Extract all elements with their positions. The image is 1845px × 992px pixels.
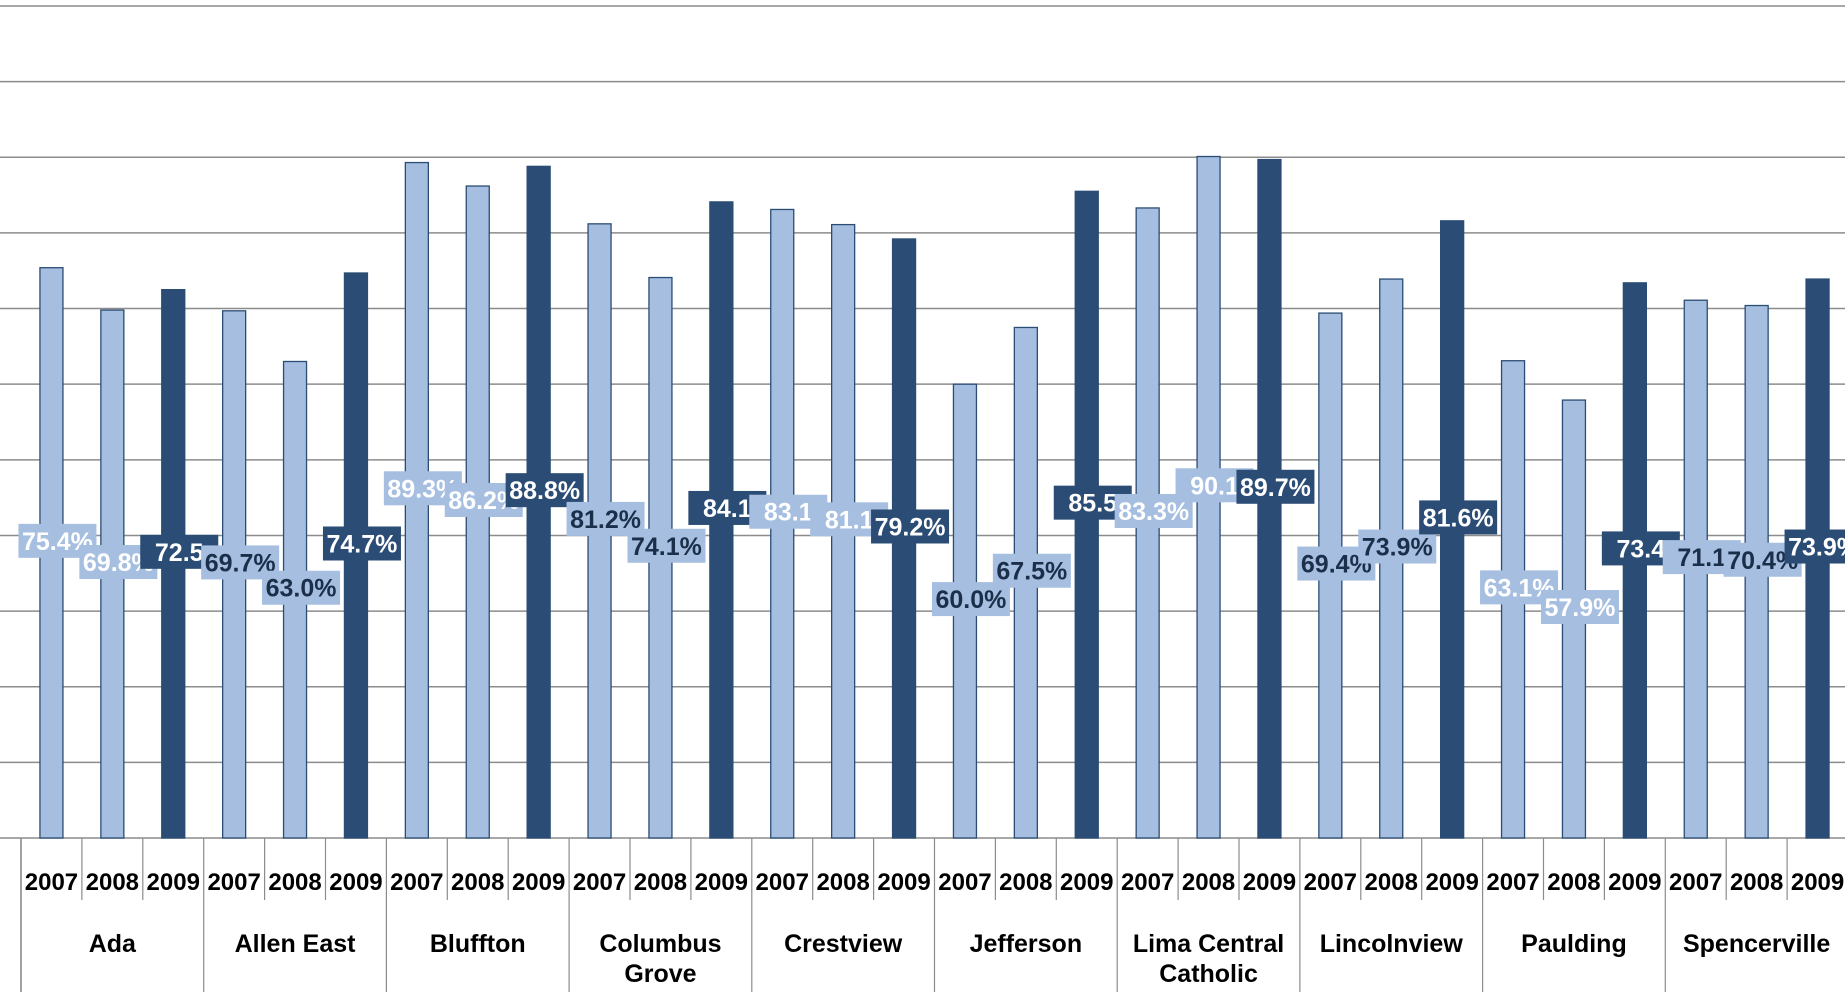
- tick-label-year: 2009: [1791, 869, 1844, 896]
- tick-label-year: 2008: [268, 869, 321, 896]
- data-label-text: 89.7%: [1240, 474, 1311, 502]
- data-label-text: 73.4: [1617, 535, 1666, 563]
- data-label: 88.8%: [505, 473, 584, 508]
- data-label-text: 84.1: [703, 495, 752, 523]
- bars: [39, 155, 1830, 839]
- data-label: 74.1%: [627, 528, 706, 563]
- tick-label-year: 2009: [329, 869, 382, 896]
- tick-label-year: 2007: [573, 869, 626, 896]
- tick-label-year: 2009: [1243, 869, 1296, 896]
- data-label-box: [871, 509, 950, 544]
- data-label-text: 67.5%: [996, 558, 1067, 586]
- data-label: 63.0%: [262, 570, 341, 605]
- tick-label-year: 2009: [512, 869, 565, 896]
- tick-label-year: 2007: [1121, 869, 1174, 896]
- data-label-text: 57.9%: [1545, 594, 1616, 622]
- tick-label-year: 2007: [1304, 869, 1357, 896]
- tick-label-year: 2008: [86, 869, 139, 896]
- data-label-box: [1358, 529, 1437, 564]
- tick-label-year: 2009: [1425, 869, 1478, 896]
- data-label-text: 83.3%: [1118, 498, 1189, 526]
- data-label-box: [1784, 529, 1845, 564]
- data-label: 75.4%: [18, 523, 97, 558]
- data-label: 89.3%: [383, 471, 462, 506]
- data-label-box: [1419, 500, 1498, 535]
- tick-label-year: 2008: [1182, 869, 1235, 896]
- data-label: 67.5%: [992, 553, 1071, 588]
- data-labels: 75.4%69.8% 72.5 69.7%63.0%74.7%89.3%86.2%8…: [18, 468, 1845, 625]
- data-label-text: 79.2%: [875, 513, 946, 541]
- tick-label-year: 2007: [756, 869, 809, 896]
- data-label-box: [1540, 590, 1619, 625]
- data-label: 70.4%: [1723, 542, 1802, 577]
- data-label: 79.2%: [871, 509, 950, 544]
- data-label-text: 60.0%: [936, 586, 1007, 614]
- data-label: 60.0%: [931, 582, 1010, 617]
- data-label: 73.9%: [1358, 529, 1437, 564]
- data-label-text: 81.1: [825, 506, 874, 534]
- tick-label-school: Columbus: [599, 930, 721, 958]
- data-label-text: 74.7%: [327, 530, 398, 558]
- tick-label-year: 2007: [938, 869, 991, 896]
- tick-label-year: 2009: [147, 869, 200, 896]
- data-label-text: 88.8%: [509, 477, 580, 505]
- data-label-text: 63.0%: [266, 575, 337, 603]
- tick-label-year: 2008: [816, 869, 869, 896]
- data-label: 73.9%: [1784, 529, 1845, 564]
- data-label-box: [262, 570, 341, 605]
- tick-label-year: 2007: [25, 869, 78, 896]
- tick-label-year: 2009: [1060, 869, 1113, 896]
- tick-label-year: 2009: [877, 869, 930, 896]
- data-label-text: 72.5: [155, 539, 204, 567]
- data-label-box: [992, 553, 1071, 588]
- data-label-text: 90.1: [1190, 472, 1239, 500]
- data-label-text: 83.1: [764, 499, 813, 527]
- data-label-box: [931, 582, 1010, 617]
- tick-label-year: 2008: [451, 869, 504, 896]
- tick-label-school: Catholic: [1159, 960, 1258, 988]
- tick-label-school: Crestview: [784, 930, 903, 958]
- tick-label-school: Lincolnview: [1320, 930, 1464, 958]
- tick-label-year: 2008: [999, 869, 1052, 896]
- data-label-box: [627, 528, 706, 563]
- data-label-box: [505, 473, 584, 508]
- tick-label-school: Allen East: [235, 930, 357, 958]
- data-label: 81.6%: [1419, 500, 1498, 535]
- tick-label-year: 2008: [1547, 869, 1600, 896]
- data-label-text: 85.5: [1068, 490, 1117, 518]
- tick-label-school: Jefferson: [970, 930, 1083, 958]
- tick-label-year: 2007: [1486, 869, 1539, 896]
- data-label-box: [322, 526, 401, 561]
- tick-label-year: 2009: [1608, 869, 1661, 896]
- data-label-text: 73.9%: [1362, 534, 1433, 562]
- data-label-text: 74.1%: [631, 533, 702, 561]
- data-label: 57.9%: [1540, 590, 1619, 625]
- tick-label-school: Ada: [89, 930, 137, 958]
- tick-label-school: Bluffton: [430, 930, 526, 958]
- data-label: 74.7%: [322, 526, 401, 561]
- tick-label-year: 2007: [390, 869, 443, 896]
- tick-label-year: 2007: [207, 869, 260, 896]
- category-axis: 2007 2008 2009 Ada 2007 2008 2009 Allen East 200…: [20, 838, 1844, 992]
- tick-label-year: 2008: [1730, 869, 1783, 896]
- data-label-box: [1236, 469, 1315, 504]
- data-label-text: 73.9%: [1788, 534, 1845, 562]
- data-label-text: 81.6%: [1423, 504, 1494, 532]
- data-label: 89.7%: [1236, 469, 1315, 504]
- tick-label-year: 2008: [1365, 869, 1418, 896]
- tick-label-school: Grove: [624, 960, 696, 988]
- tick-label-year: 2008: [634, 869, 687, 896]
- data-label-text: 71.1: [1677, 544, 1726, 572]
- tick-label-school: Paulding: [1521, 930, 1627, 958]
- tick-label-year: 2009: [695, 869, 748, 896]
- tick-label-school: Spencerville: [1683, 930, 1830, 958]
- tick-label-school: Lima Central: [1133, 930, 1284, 958]
- tick-label-year: 2007: [1669, 869, 1722, 896]
